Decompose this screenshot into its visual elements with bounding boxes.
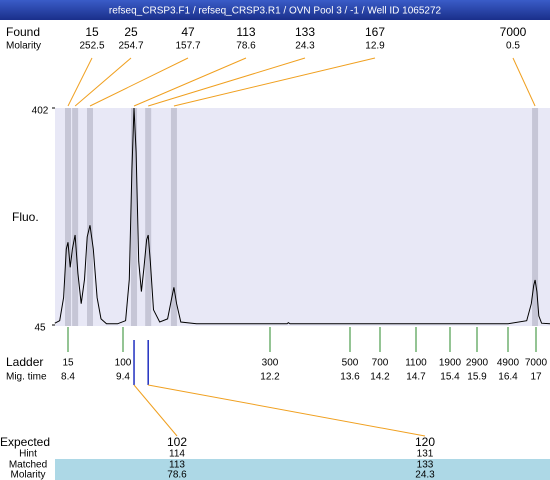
found-molarity: 0.5 — [506, 41, 520, 52]
expected-size: 120 — [415, 435, 435, 449]
peak-band — [87, 108, 93, 326]
ladder-sublabel: Mig. time — [6, 372, 47, 383]
peak-connector — [133, 57, 247, 107]
expected-size: 102 — [167, 435, 187, 449]
hint: 131 — [417, 449, 434, 460]
trace — [54, 107, 550, 325]
peak-band — [170, 108, 177, 326]
ladder-time: 15.4 — [440, 372, 460, 383]
peak-band — [145, 108, 152, 326]
ladder-size: 2900 — [466, 358, 489, 369]
found-molarity: 24.3 — [295, 41, 315, 52]
row-label: Hint — [19, 449, 37, 460]
y-axis-label: Fluo. — [12, 210, 39, 224]
found-size: 133 — [295, 25, 315, 39]
peak-connector — [148, 57, 306, 107]
found-molarity: 12.9 — [365, 41, 385, 52]
y-tick-label: 402 — [32, 106, 49, 117]
ladder-time: 14.2 — [370, 372, 390, 383]
found-molarity: 157.7 — [175, 41, 200, 52]
ladder-size: 15 — [62, 358, 74, 369]
ladder-size: 4900 — [497, 358, 520, 369]
ladder-time: 14.7 — [406, 372, 426, 383]
found-size: 15 — [85, 25, 99, 39]
matched-rows-bg — [55, 459, 550, 480]
found-size: 113 — [236, 25, 255, 39]
ladder-size: 7000 — [525, 358, 548, 369]
ladder-time: 9.4 — [116, 372, 130, 383]
ladder-size: 1100 — [405, 358, 427, 369]
found-molarity: 254.7 — [118, 41, 143, 52]
found-size: 25 — [124, 25, 138, 39]
peak-connector — [173, 57, 376, 107]
found-molarity: 252.5 — [79, 41, 104, 52]
peak-connector — [67, 57, 93, 107]
found-sublabel: Molarity — [6, 41, 41, 52]
ladder-size: 300 — [262, 358, 279, 369]
ladder-size: 500 — [342, 358, 359, 369]
peak-band — [65, 108, 71, 326]
row-label: Matched — [9, 460, 47, 471]
y-tick-label: 45 — [34, 323, 46, 334]
found-label: Found — [6, 25, 40, 39]
found-size: 47 — [181, 25, 195, 39]
match-connector — [133, 384, 178, 437]
ladder-size: 100 — [115, 358, 132, 369]
title-bar — [0, 0, 550, 20]
peak-band — [131, 108, 138, 326]
ladder-time: 8.4 — [61, 372, 75, 383]
ladder-time: 16.4 — [498, 372, 518, 383]
ladder-time: 13.6 — [340, 372, 360, 383]
ladder-time: 17 — [530, 372, 542, 383]
expected-label: Expected — [0, 435, 50, 449]
molarity: 78.6 — [167, 470, 187, 480]
ladder-size: 700 — [372, 358, 389, 369]
title: refseq_CRSP3.F1 / refseq_CRSP3.R1 / OVN … — [109, 6, 442, 17]
peak-connector — [89, 57, 189, 107]
found-size: 167 — [365, 25, 385, 39]
match-connector — [148, 384, 426, 437]
peak-connector — [74, 57, 132, 107]
ladder-label: Ladder — [6, 355, 43, 369]
plot-area — [55, 108, 550, 326]
ladder-size: 1900 — [439, 358, 462, 369]
row-label: Molarity — [10, 470, 45, 480]
peak-band — [532, 108, 539, 326]
peak-band — [72, 108, 79, 326]
ladder-time: 15.9 — [467, 372, 487, 383]
peak-connector — [512, 57, 536, 107]
found-size: 7000 — [500, 25, 527, 39]
matched: 133 — [417, 460, 434, 471]
ladder-time: 12.2 — [260, 372, 280, 383]
found-molarity: 78.6 — [236, 41, 256, 52]
molarity: 24.3 — [415, 470, 435, 480]
matched: 113 — [169, 460, 185, 471]
hint: 114 — [169, 449, 185, 460]
